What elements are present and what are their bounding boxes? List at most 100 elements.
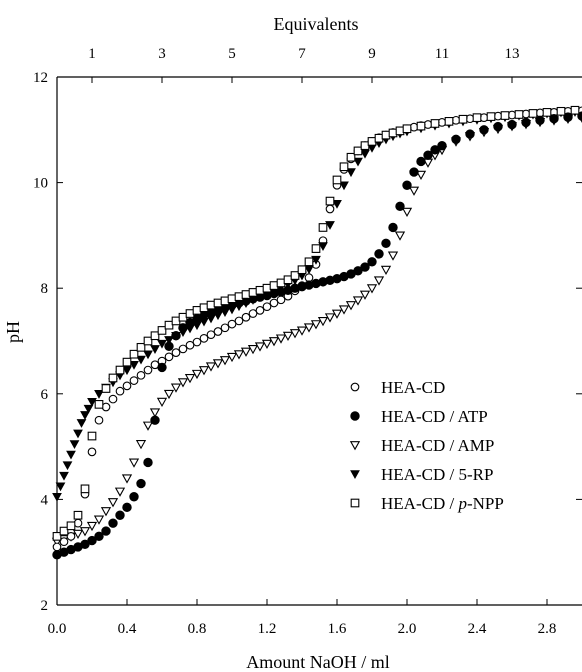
data-point	[241, 299, 251, 309]
data-point	[549, 114, 559, 124]
data-point	[94, 390, 104, 399]
data-point	[129, 492, 139, 502]
data-point	[331, 309, 343, 319]
data-point	[415, 170, 427, 181]
data-point	[227, 305, 237, 315]
data-point	[108, 394, 118, 404]
data-point	[310, 320, 322, 330]
legend-label: HEA-CD / 5-RP	[381, 465, 493, 484]
data-point	[129, 376, 139, 385]
data-point	[317, 317, 329, 327]
series-group	[52, 105, 580, 541]
data-point	[59, 526, 69, 536]
x2-tick-label: 13	[505, 46, 520, 62]
x2-tick-label: 5	[228, 46, 236, 62]
data-point	[87, 447, 97, 457]
data-point	[240, 347, 252, 357]
x2-tick-label: 3	[158, 46, 166, 62]
data-point	[164, 336, 174, 345]
data-point	[142, 421, 154, 431]
data-point	[324, 313, 336, 323]
data-point	[353, 146, 363, 156]
data-point	[219, 356, 231, 366]
data-point	[493, 121, 503, 132]
data-point	[374, 249, 384, 259]
data-point	[59, 471, 69, 481]
series-group	[51, 113, 582, 547]
data-point	[311, 255, 321, 265]
data-point	[325, 196, 335, 206]
data-point	[178, 344, 188, 354]
data-point	[220, 323, 230, 333]
data-point	[52, 542, 62, 552]
data-point	[325, 221, 335, 230]
data-point	[366, 284, 378, 294]
data-point	[437, 140, 447, 151]
data-point	[199, 334, 209, 343]
data-point	[213, 311, 223, 321]
legend: HEA-CD HEA-CD / ATP HEA-CD / AMP HEA-CD / 5…	[349, 378, 504, 513]
y-axis-title: pH	[3, 321, 23, 343]
data-point	[227, 319, 237, 329]
y-axis-ticks: 2 4 6 8 10 12	[33, 70, 582, 614]
data-point	[325, 204, 335, 214]
data-point	[304, 257, 314, 267]
data-point	[247, 345, 259, 355]
data-point	[402, 124, 412, 134]
data-point	[332, 199, 342, 209]
data-point	[303, 323, 315, 333]
data-point	[458, 114, 468, 124]
data-point	[69, 440, 80, 449]
data-point	[373, 276, 385, 286]
data-point	[394, 231, 406, 241]
data-point	[192, 321, 202, 331]
data-point	[157, 362, 167, 373]
data-point	[129, 349, 139, 359]
data-point	[73, 429, 83, 439]
data-point	[66, 521, 76, 531]
y-tick-label: 8	[41, 281, 49, 297]
y-tick-label: 12	[33, 70, 48, 86]
data-point	[262, 302, 272, 312]
data-point	[346, 152, 356, 162]
data-point	[101, 526, 111, 536]
data-point	[241, 312, 251, 322]
data-point	[444, 117, 454, 126]
data-point	[206, 314, 216, 324]
data-point	[416, 156, 426, 167]
data-point	[108, 518, 118, 528]
data-point	[380, 265, 392, 276]
data-point	[107, 498, 119, 508]
data-point	[479, 125, 489, 135]
data-point	[535, 115, 545, 125]
x-axis-ticks: 0.0 0.4 0.8 1.2 1.6 2.0 2.4 2.8	[48, 599, 556, 637]
data-point	[381, 238, 391, 249]
data-point	[472, 113, 482, 123]
data-point	[198, 366, 210, 376]
data-point	[507, 119, 517, 130]
data-point	[115, 365, 125, 375]
y-tick-label: 4	[41, 492, 49, 508]
data-point	[289, 329, 301, 339]
x-axis-title: Amount NaOH / ml	[246, 652, 390, 672]
data-point	[76, 419, 87, 428]
data-point	[122, 366, 132, 376]
data-point	[149, 408, 161, 418]
data-point	[156, 397, 168, 408]
legend-label: HEA-CD / AMP	[381, 436, 494, 455]
x2-axis-ticks: 1 3 5 7 9 11 13	[88, 46, 520, 83]
data-point	[122, 502, 132, 513]
legend-marker	[349, 441, 361, 451]
data-point	[114, 487, 126, 497]
data-point	[93, 515, 105, 525]
series-group	[52, 111, 582, 560]
data-point	[514, 110, 524, 119]
data-point	[73, 510, 83, 520]
data-point	[430, 145, 440, 155]
data-point	[128, 458, 140, 468]
y-tick-label: 10	[33, 176, 48, 192]
data-point	[83, 404, 94, 414]
data-point	[220, 308, 230, 317]
data-point	[430, 119, 440, 128]
data-point	[304, 273, 314, 282]
